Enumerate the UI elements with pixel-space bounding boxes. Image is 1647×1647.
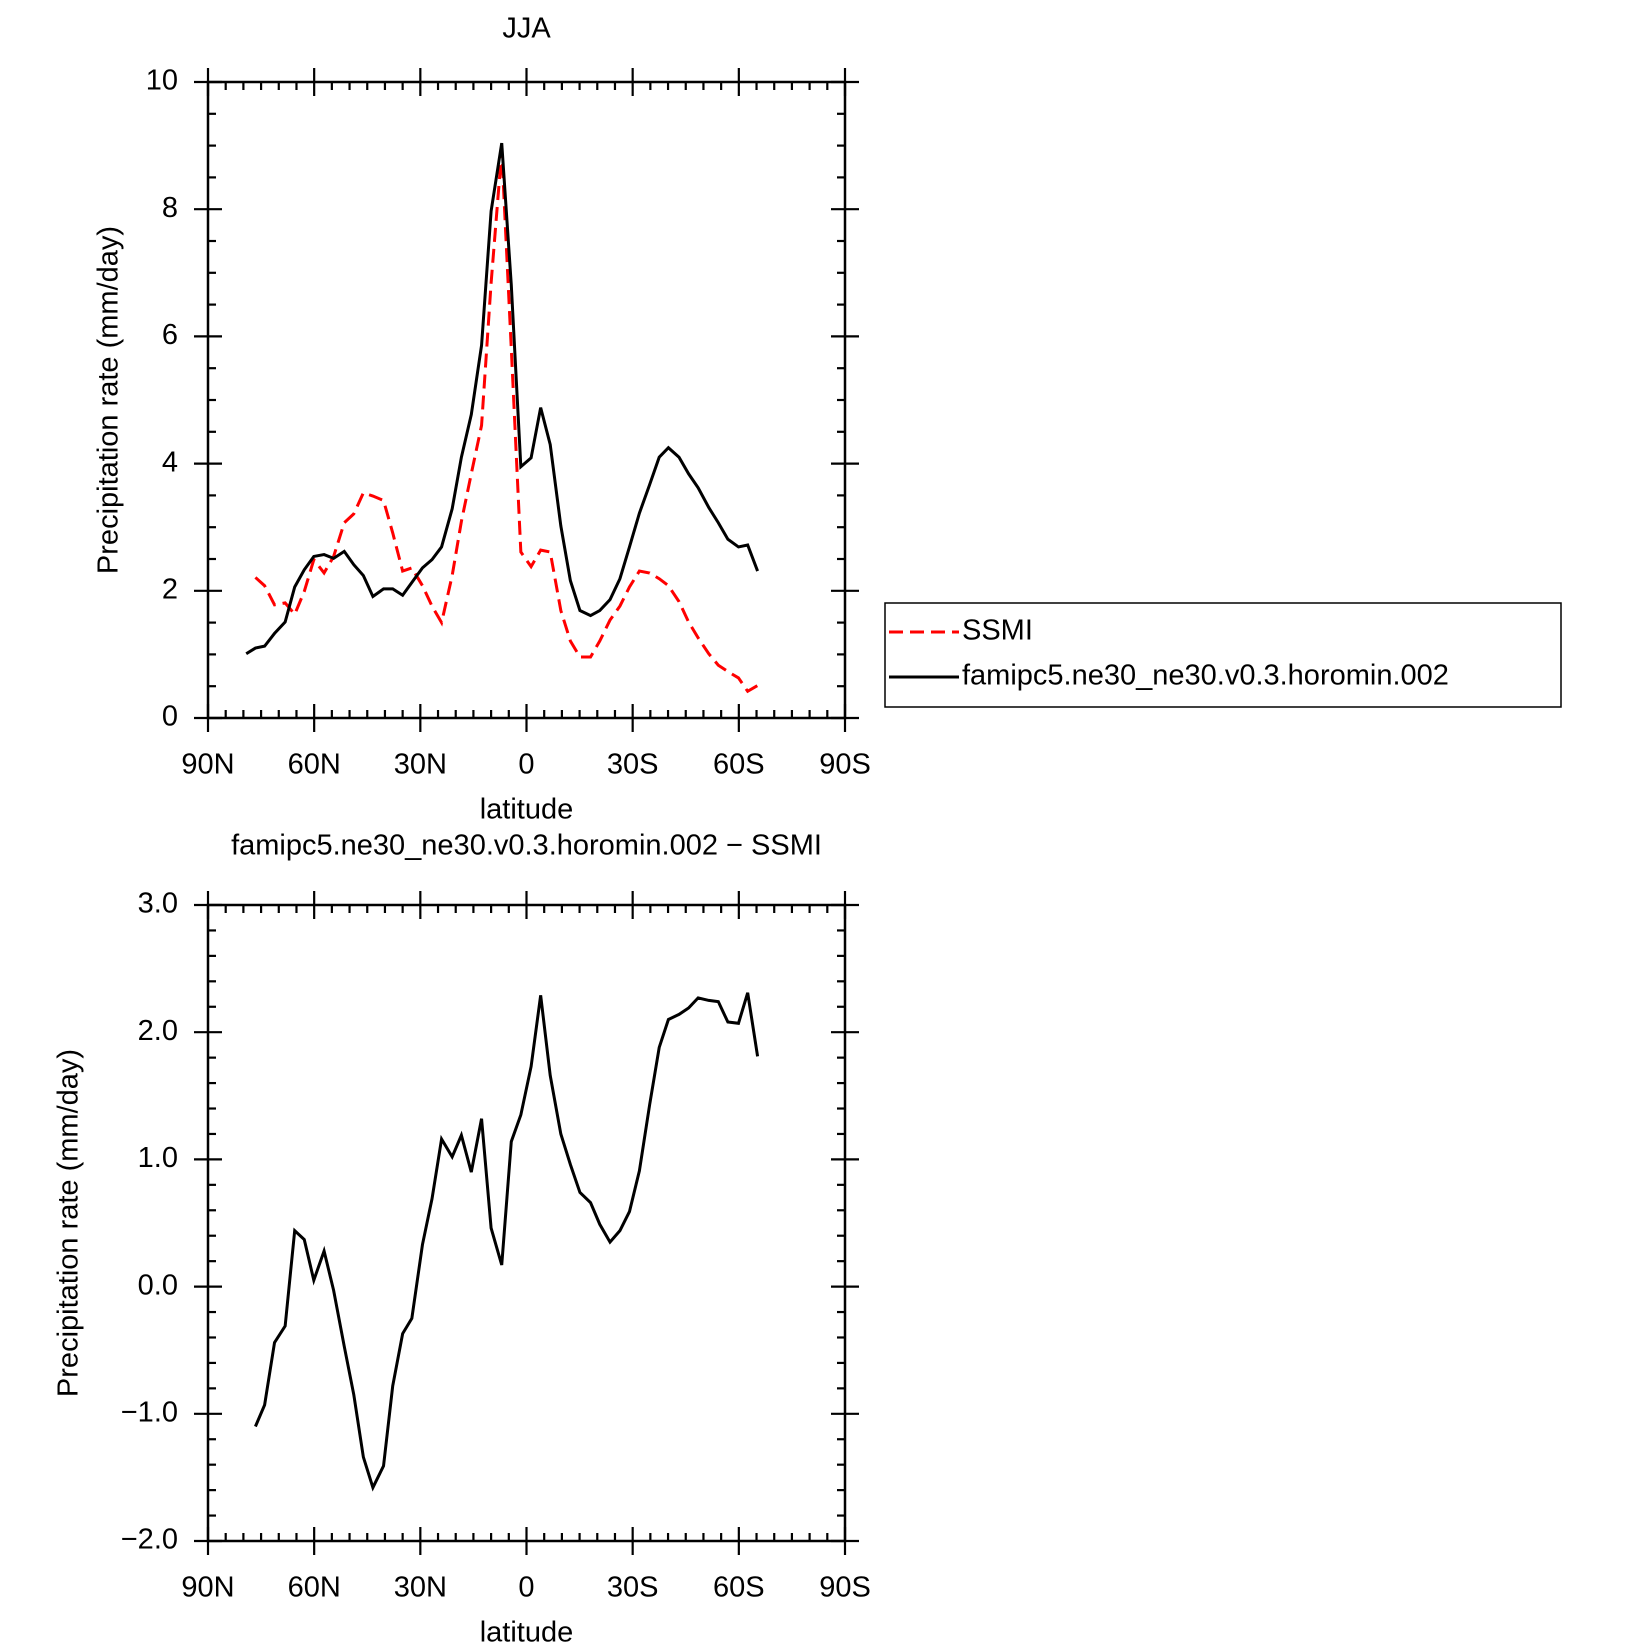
y-tick-label: 10 (146, 65, 178, 97)
x-tick-label: 30N (394, 749, 447, 781)
x-axis-label: latitude (480, 1617, 574, 1647)
y-tick-label: 2.0 (138, 1015, 178, 1047)
x-tick-label: 90N (181, 749, 234, 781)
x-tick-label: 0 (518, 749, 534, 781)
x-tick-label: 30S (607, 1572, 659, 1604)
x-tick-label: 60N (288, 749, 341, 781)
y-axis-label: Precipitation rate (mm/day) (53, 1049, 85, 1397)
x-axis-label: latitude (480, 794, 574, 826)
x-tick-label: 90S (819, 1572, 871, 1604)
y-tick-label: 8 (162, 192, 178, 224)
legend-label: famipc5.ne30_ne30.v0.3.horomin.002 (962, 660, 1449, 692)
y-tick-label: 2 (162, 573, 178, 605)
y-tick-label: 3.0 (138, 888, 178, 920)
legend-box (884, 602, 1562, 708)
chart-title: famipc5.ne30_ne30.v0.3.horomin.002 − SSM… (231, 830, 822, 862)
x-tick-label: 90S (819, 749, 871, 781)
x-tick-label: 60N (288, 1572, 341, 1604)
plot-frame (206, 80, 847, 720)
x-tick-label: 30N (394, 1572, 447, 1604)
y-tick-label: 1.0 (138, 1142, 178, 1174)
data-line (254, 150, 759, 694)
y-tick-label: 6 (162, 319, 178, 351)
legend-label: SSMI (962, 615, 1033, 647)
x-tick-label: 30S (607, 749, 659, 781)
y-tick-label: 0 (162, 701, 178, 733)
plot-frame (206, 903, 847, 1543)
data-line (254, 992, 760, 1492)
y-tick-label: 4 (162, 446, 178, 478)
x-tick-label: 60S (713, 1572, 765, 1604)
y-tick-label: −1.0 (121, 1396, 178, 1428)
y-axis-label: Precipitation rate (mm/day) (93, 226, 125, 574)
x-tick-label: 90N (181, 1572, 234, 1604)
x-tick-label: 60S (713, 749, 765, 781)
data-line (245, 142, 759, 656)
x-tick-label: 0 (518, 1572, 534, 1604)
chart-title: JJA (502, 13, 551, 45)
y-tick-label: 0.0 (138, 1269, 178, 1301)
y-tick-label: −2.0 (121, 1524, 178, 1556)
